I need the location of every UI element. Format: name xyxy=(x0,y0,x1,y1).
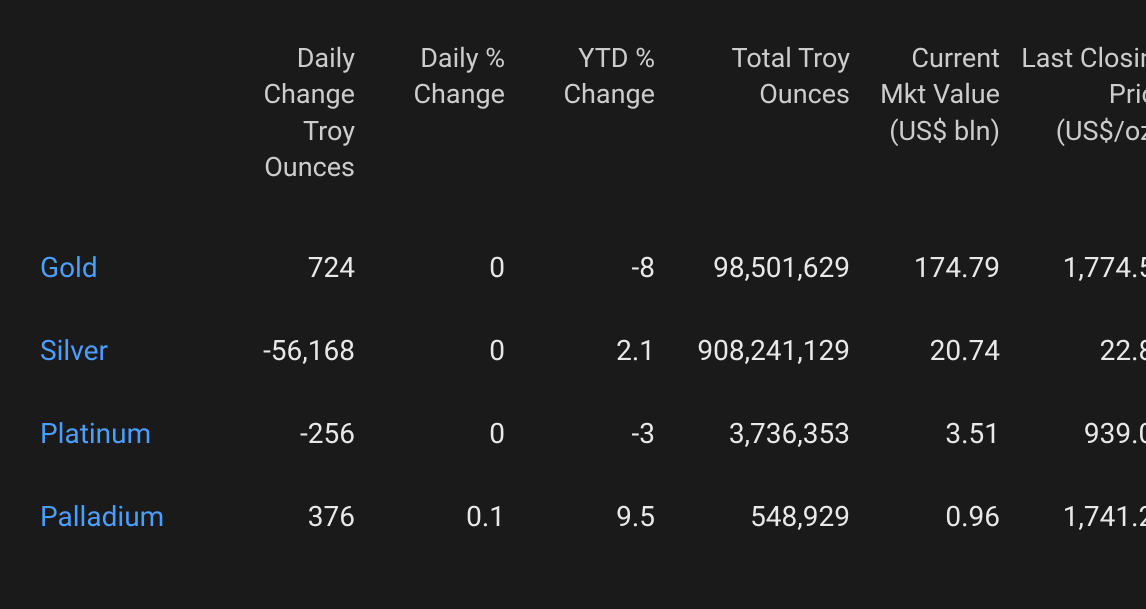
cell-current-mkt-value: 0.96 xyxy=(860,475,1010,558)
cell-daily-change-troy: 376 xyxy=(200,475,365,558)
metal-link-platinum[interactable]: Platinum xyxy=(40,417,151,450)
cell-last-closing-price: 22.84 xyxy=(1010,309,1146,392)
metal-link-palladium[interactable]: Palladium xyxy=(40,500,164,533)
cell-last-closing-price: 939.07 xyxy=(1010,392,1146,475)
cell-current-mkt-value: 174.79 xyxy=(860,226,1010,309)
metal-name-cell: Gold xyxy=(30,226,200,309)
table-row: Platinum -256 0 -3 3,736,353 3.51 939.07 xyxy=(30,392,1146,475)
metal-name-cell: Palladium xyxy=(30,475,200,558)
table-header: Daily Change Troy Ounces Daily % Change … xyxy=(30,20,1146,226)
cell-last-closing-price: 1,774.52 xyxy=(1010,226,1146,309)
cell-total-troy: 908,241,129 xyxy=(665,309,860,392)
header-total-troy: Total Troy Ounces xyxy=(665,20,860,226)
header-last-closing-price: Last Closing Price (US$/oz.) xyxy=(1010,20,1146,226)
header-daily-pct-change: Daily % Change xyxy=(365,20,515,226)
table-row: Silver -56,168 0 2.1 908,241,129 20.74 2… xyxy=(30,309,1146,392)
cell-daily-change-troy: 724 xyxy=(200,226,365,309)
cell-ytd-pct-change: -3 xyxy=(515,392,665,475)
cell-daily-pct-change: 0 xyxy=(365,226,515,309)
cell-daily-pct-change: 0 xyxy=(365,309,515,392)
cell-total-troy: 548,929 xyxy=(665,475,860,558)
header-daily-change-troy: Daily Change Troy Ounces xyxy=(200,20,365,226)
cell-ytd-pct-change: -8 xyxy=(515,226,665,309)
metals-table: Daily Change Troy Ounces Daily % Change … xyxy=(30,20,1146,558)
metal-name-cell: Silver xyxy=(30,309,200,392)
metal-name-cell: Platinum xyxy=(30,392,200,475)
header-name xyxy=(30,20,200,226)
cell-total-troy: 3,736,353 xyxy=(665,392,860,475)
cell-current-mkt-value: 3.51 xyxy=(860,392,1010,475)
cell-last-closing-price: 1,741.29 xyxy=(1010,475,1146,558)
cell-daily-pct-change: 0 xyxy=(365,392,515,475)
metal-link-gold[interactable]: Gold xyxy=(40,251,98,284)
table-row: Gold 724 0 -8 98,501,629 174.79 1,774.52 xyxy=(30,226,1146,309)
table-body: Gold 724 0 -8 98,501,629 174.79 1,774.52… xyxy=(30,226,1146,558)
cell-ytd-pct-change: 2.1 xyxy=(515,309,665,392)
cell-total-troy: 98,501,629 xyxy=(665,226,860,309)
header-current-mkt-value: Current Mkt Value (US$ bln) xyxy=(860,20,1010,226)
data-table-container: Daily Change Troy Ounces Daily % Change … xyxy=(0,0,1146,609)
cell-daily-pct-change: 0.1 xyxy=(365,475,515,558)
cell-daily-change-troy: -56,168 xyxy=(200,309,365,392)
header-ytd-pct-change: YTD % Change xyxy=(515,20,665,226)
cell-daily-change-troy: -256 xyxy=(200,392,365,475)
metal-link-silver[interactable]: Silver xyxy=(40,334,108,367)
header-row: Daily Change Troy Ounces Daily % Change … xyxy=(30,20,1146,226)
table-row: Palladium 376 0.1 9.5 548,929 0.96 1,741… xyxy=(30,475,1146,558)
cell-ytd-pct-change: 9.5 xyxy=(515,475,665,558)
cell-current-mkt-value: 20.74 xyxy=(860,309,1010,392)
